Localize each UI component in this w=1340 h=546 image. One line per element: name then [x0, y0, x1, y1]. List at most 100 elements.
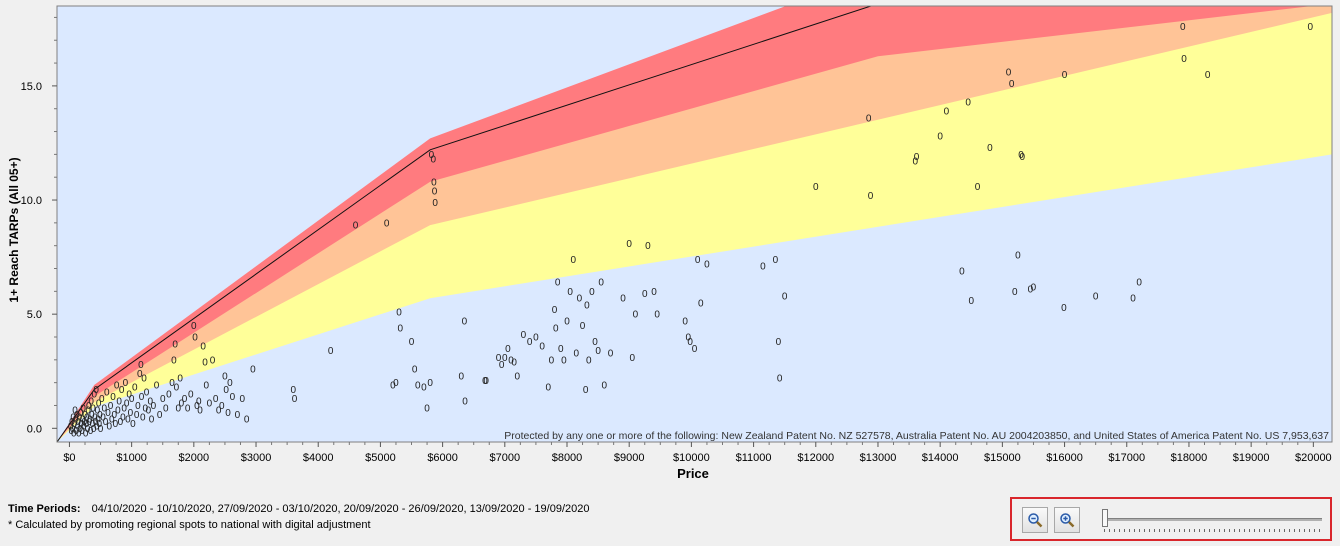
data-point: 0 [630, 353, 636, 364]
data-point: 0 [179, 399, 185, 410]
x-tick-label: $6000 [427, 452, 458, 464]
data-point: 0 [105, 408, 111, 419]
data-point: 0 [88, 396, 94, 407]
data-point: 0 [549, 355, 555, 366]
data-point: 0 [120, 412, 126, 423]
data-point: 0 [533, 332, 539, 343]
data-point: 0 [1006, 68, 1012, 79]
data-point: 0 [1205, 70, 1211, 81]
data-point: 0 [482, 376, 488, 387]
data-point: 0 [110, 392, 116, 403]
x-tick-label: $4000 [303, 452, 334, 464]
data-point: 0 [93, 417, 99, 428]
data-point: 0 [695, 255, 701, 266]
data-point: 0 [776, 337, 782, 348]
data-point: 0 [914, 152, 920, 163]
data-point: 0 [432, 186, 438, 197]
data-point: 0 [68, 422, 74, 433]
data-point: 0 [84, 412, 90, 423]
data-point: 0 [141, 374, 147, 385]
data-point: 0 [384, 218, 390, 229]
x-tick-label: $0 [63, 452, 75, 464]
data-point: 0 [868, 191, 874, 202]
y-tick-label: 5.0 [27, 309, 42, 321]
data-point: 0 [80, 415, 86, 426]
zoom-slider[interactable] [1100, 505, 1326, 535]
data-point: 0 [177, 374, 183, 385]
data-point: 0 [225, 408, 231, 419]
data-point: 0 [98, 424, 104, 435]
zoom-slider-thumb[interactable] [1102, 509, 1108, 527]
zoom-slider-ticks [1104, 529, 1322, 532]
zoom-in-button[interactable] [1054, 507, 1080, 533]
data-point: 0 [227, 378, 233, 389]
zoom-out-button[interactable] [1022, 507, 1048, 533]
data-point: 0 [134, 410, 140, 421]
zoom-out-icon [1028, 513, 1043, 528]
x-tick-label: $16000 [1046, 452, 1083, 464]
data-point: 0 [126, 390, 132, 401]
data-point: 0 [149, 415, 155, 426]
footnote: * Calculated by promoting regional spots… [8, 519, 371, 531]
data-point: 0 [197, 406, 203, 417]
data-point: 0 [398, 323, 404, 334]
data-point: 0 [166, 390, 172, 401]
scatter-chart: 0000000000000000000000000000000000000000… [7, 5, 1333, 481]
data-point: 0 [123, 378, 129, 389]
data-point: 0 [328, 346, 334, 357]
x-tick-label: $2000 [179, 452, 210, 464]
data-point: 0 [553, 323, 559, 334]
data-point: 0 [76, 428, 82, 439]
data-point: 0 [69, 417, 75, 428]
data-point: 0 [109, 415, 115, 426]
data-point: 0 [558, 344, 564, 355]
data-point: 0 [137, 369, 143, 380]
data-point: 0 [429, 150, 435, 161]
data-point: 0 [94, 422, 100, 433]
data-point: 0 [116, 396, 122, 407]
data-point: 0 [223, 385, 229, 396]
data-point: 0 [866, 113, 872, 124]
data-point: 0 [113, 419, 119, 430]
band-blue [57, 154, 1332, 442]
data-point: 0 [95, 406, 101, 417]
data-point: 0 [132, 383, 138, 394]
data-point: 0 [75, 417, 81, 428]
data-point: 0 [104, 387, 110, 398]
data-point: 0 [1136, 278, 1142, 289]
data-point: 0 [598, 278, 604, 289]
data-point: 0 [393, 378, 399, 389]
data-point: 0 [219, 401, 225, 412]
data-point: 0 [1180, 22, 1186, 33]
data-point: 0 [97, 410, 103, 421]
x-tick-label: $18000 [1171, 452, 1208, 464]
data-point: 0 [108, 401, 114, 412]
time-periods-value: 04/10/2020 - 10/10/2020, 27/09/2020 - 03… [91, 503, 590, 515]
data-point: 0 [72, 406, 78, 417]
patent-notice: Protected by any one or more of the foll… [504, 430, 1329, 442]
data-point: 0 [564, 317, 570, 328]
data-point: 0 [424, 403, 430, 414]
data-point: 0 [86, 401, 92, 412]
data-point: 0 [222, 371, 228, 382]
data-point: 0 [1130, 294, 1136, 305]
data-point: 0 [620, 294, 626, 305]
data-point: 0 [160, 394, 166, 405]
zoom-slider-track [1104, 518, 1322, 521]
data-point: 0 [185, 403, 191, 414]
data-point: 0 [1181, 54, 1187, 65]
data-point: 0 [101, 403, 107, 414]
data-point: 0 [592, 337, 598, 348]
data-point: 0 [555, 278, 561, 289]
data-point: 0 [427, 378, 433, 389]
data-point: 0 [95, 415, 101, 426]
data-point: 0 [1012, 287, 1018, 298]
data-point: 0 [692, 344, 698, 355]
data-point: 0 [975, 182, 981, 193]
data-point: 0 [203, 380, 209, 391]
data-point: 0 [431, 177, 437, 188]
data-point: 0 [92, 390, 98, 401]
data-point: 0 [682, 317, 688, 328]
data-point: 0 [654, 310, 660, 321]
data-point: 0 [106, 422, 112, 433]
